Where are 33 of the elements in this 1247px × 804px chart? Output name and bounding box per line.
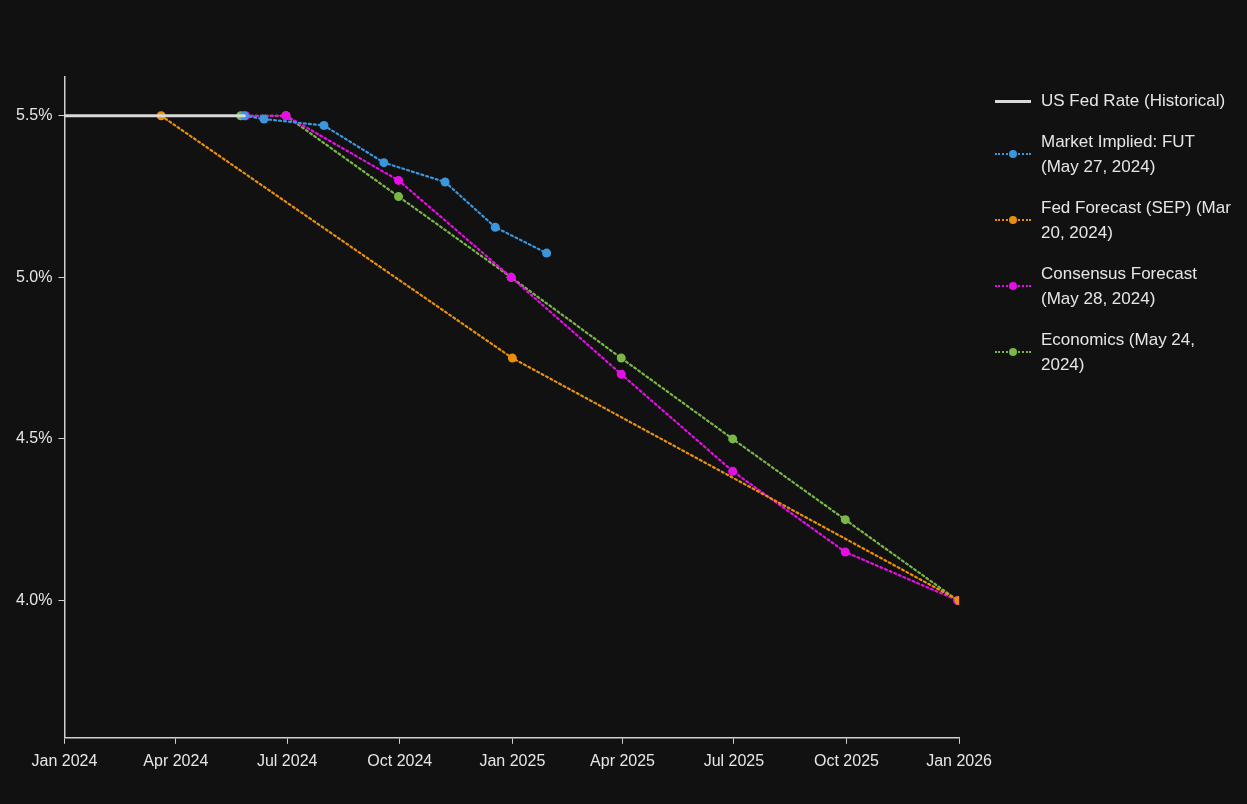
x-tick-label: Oct 2024 [367,751,433,769]
x-tick-label: Apr 2024 [143,751,209,769]
point [507,353,517,363]
legend-label: Market Implied: FUT (May 27, 2024) [1041,131,1196,178]
legend-label: Economics (May 24, 2024) [1041,329,1196,376]
point [379,158,389,168]
x-tick-label: Jul 2024 [256,751,318,769]
point [394,175,404,185]
legend-label: Fed Forecast (SEP) (Mar 20, 2024) [1041,197,1231,244]
x-tick-label: Jan 2025 [479,751,546,769]
y-tick-label: 5.0% [16,267,53,285]
point [616,369,626,379]
point [319,120,329,130]
point [840,547,850,557]
x-tick-label: Jan 2026 [926,751,993,769]
y-tick-label: 4.0% [16,590,53,608]
point [542,248,552,258]
x-tick-label: Jan 2024 [31,751,98,769]
point [490,222,500,232]
legend-label: US Fed Rate (Historical) [1041,90,1227,112]
point [616,353,626,363]
point [440,177,450,187]
legend-label: Consensus Forecast (May 28, 2024) [1041,263,1198,310]
x-tick-label: Jul 2025 [703,751,765,769]
x-tick-label: Oct 2025 [814,751,880,769]
point [259,114,269,124]
y-tick-label: 5.5% [16,106,53,124]
point [728,434,738,444]
y-tick-label: 4.5% [16,429,53,447]
x-tick-label: Apr 2025 [590,751,656,769]
point [394,192,404,202]
point [840,515,850,525]
point [728,466,738,476]
